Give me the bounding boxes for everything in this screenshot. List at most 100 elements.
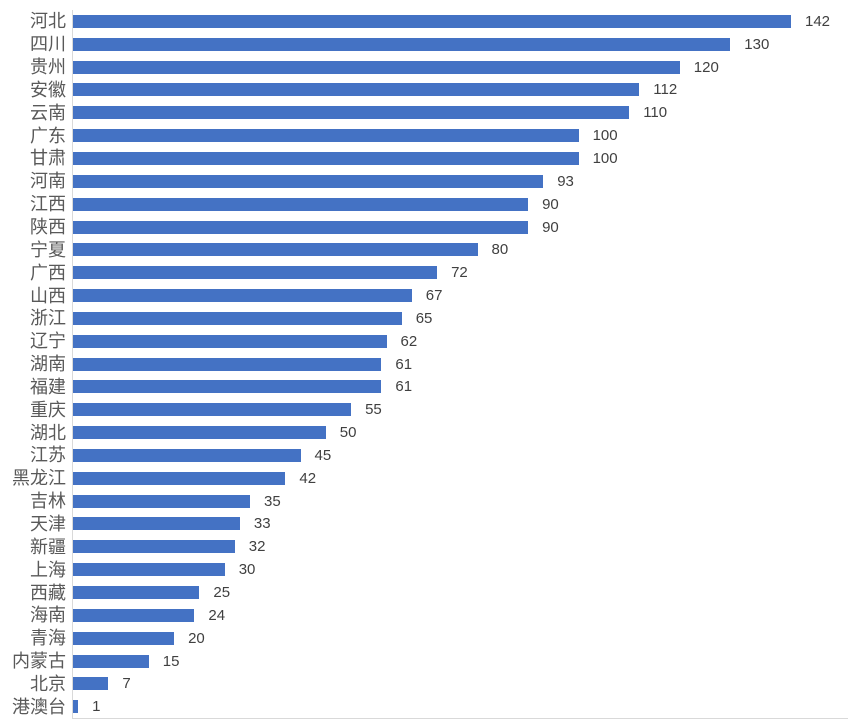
bar-row: 湖北 50 xyxy=(0,421,848,445)
category-label: 福建 xyxy=(30,376,66,397)
category-label: 港澳台 xyxy=(12,696,66,717)
value-label: 130 xyxy=(744,35,770,53)
value-label: 110 xyxy=(643,104,668,122)
bar xyxy=(73,494,250,508)
bar-row: 河南 93 xyxy=(0,169,848,193)
bar xyxy=(73,289,412,303)
bar-area: 32 xyxy=(72,535,848,559)
category-label: 吉林 xyxy=(30,491,66,512)
bar-area: 80 xyxy=(72,238,848,262)
category-label: 安徽 xyxy=(30,79,66,100)
bar xyxy=(73,471,286,485)
bar-area: 45 xyxy=(72,444,848,467)
bar-chart-plot-area: 河北 1 42 四川 130 贵州 120 安徽 112 云南 110 广东 100 甘肃 100 河南 93 江… xyxy=(0,10,848,719)
value-label: 24 xyxy=(208,606,226,624)
category-label: 湖南 xyxy=(30,354,66,375)
bar-row: 吉林 35 xyxy=(0,489,848,513)
bar-row: 甘肃 100 xyxy=(0,147,848,170)
value-label: 33 xyxy=(253,515,271,533)
bar-area: 30 xyxy=(72,558,848,582)
value-label: 35 xyxy=(264,492,281,510)
bar-row: 辽宁 62 xyxy=(0,329,848,353)
bar-row: 天津 33 xyxy=(0,512,848,536)
x-axis-line xyxy=(72,718,848,719)
value-label: 45 xyxy=(314,446,332,464)
bar xyxy=(73,426,326,440)
value-label: 72 xyxy=(451,264,468,282)
bar-row: 广东 100 xyxy=(0,124,848,148)
bar xyxy=(73,174,544,188)
bar-row: 内蒙古 15 xyxy=(0,649,848,673)
category-label: 广西 xyxy=(30,262,66,283)
bar-area: 93 xyxy=(72,169,848,193)
value-label: 62 xyxy=(400,332,418,350)
bar-area: 61 xyxy=(72,375,848,399)
bar xyxy=(73,129,579,143)
bar-row: 青海 20 xyxy=(0,626,848,650)
value-label: 50 xyxy=(339,424,357,442)
value-label: 65 xyxy=(415,309,433,327)
category-label: 云南 xyxy=(30,102,66,123)
category-label: 湖北 xyxy=(30,422,66,443)
category-label: 内蒙古 xyxy=(12,651,66,672)
category-label: 黑龙江 xyxy=(12,468,66,489)
bar-area: 90 xyxy=(72,215,848,239)
bar-row: 新疆 32 xyxy=(0,535,848,559)
bar xyxy=(73,311,402,325)
bar-area: 90 xyxy=(72,192,848,216)
bar xyxy=(73,540,235,554)
category-label: 新疆 xyxy=(30,536,66,557)
bar-row: 海南 24 xyxy=(0,603,848,627)
bar-row: 港澳台 1 xyxy=(0,695,848,719)
bar-area: 42 xyxy=(72,466,848,490)
value-label: 67 xyxy=(425,287,443,305)
bar xyxy=(73,517,240,531)
bar-row: 江西 90 xyxy=(0,192,848,216)
bar-area: 130 xyxy=(72,32,848,56)
category-label: 海南 xyxy=(30,605,66,626)
bar-area: 15 xyxy=(72,649,848,673)
value-label: 32 xyxy=(248,538,266,556)
bar xyxy=(73,403,352,417)
bar xyxy=(73,563,225,577)
bar-row: 贵州 120 xyxy=(0,55,848,79)
bar-area: 112 xyxy=(72,78,848,102)
bar-area: 1 xyxy=(72,695,848,719)
bar-area: 24 xyxy=(72,603,848,627)
bar-area: 55 xyxy=(72,398,848,422)
bar-row: 北京 7 xyxy=(0,672,848,696)
category-label: 河北 xyxy=(30,11,66,32)
value-label: 90 xyxy=(542,195,559,213)
bar-area: 61 xyxy=(72,352,848,376)
bar-area: 35 xyxy=(72,489,848,513)
bar xyxy=(73,106,630,120)
bar xyxy=(73,197,529,211)
bar-row: 陕西 90 xyxy=(0,215,848,239)
bar-area: 50 xyxy=(72,421,848,445)
value-label: 1 xyxy=(92,698,101,716)
bar xyxy=(73,14,791,28)
category-label: 贵州 xyxy=(30,57,66,78)
value-label: 80 xyxy=(491,241,509,259)
category-label: 重庆 xyxy=(30,399,66,420)
bar xyxy=(73,700,79,714)
bar xyxy=(73,631,175,645)
bar xyxy=(73,243,478,257)
bar xyxy=(73,334,387,348)
value-label: 30 xyxy=(238,561,256,579)
bar-row: 宁夏 80 xyxy=(0,238,848,262)
category-label: 宁夏 xyxy=(30,239,66,260)
bar xyxy=(73,448,301,462)
bar-row: 西藏 25 xyxy=(0,581,848,604)
category-label: 四川 xyxy=(30,34,66,55)
bar-row: 重庆 55 xyxy=(0,398,848,422)
bar-area: 120 xyxy=(72,55,848,79)
value-label: 7 xyxy=(122,675,131,693)
bar-area: 20 xyxy=(72,626,848,650)
value-label: 120 xyxy=(693,58,719,76)
bar xyxy=(73,380,382,394)
bar xyxy=(73,220,529,234)
value-label: 100 xyxy=(592,149,618,167)
category-label: 甘肃 xyxy=(30,148,66,169)
